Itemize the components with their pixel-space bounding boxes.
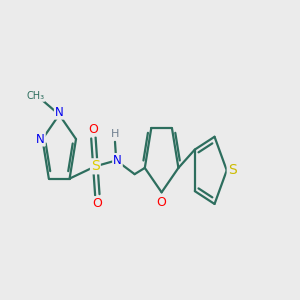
Text: O: O [157,196,166,208]
Text: N: N [36,133,45,146]
Text: S: S [228,164,236,177]
Text: S: S [91,159,100,173]
Text: O: O [92,197,102,210]
Text: H: H [111,129,119,140]
Text: N: N [55,106,64,119]
Text: CH₃: CH₃ [26,91,44,101]
Text: O: O [88,122,98,136]
Text: N: N [113,154,122,167]
